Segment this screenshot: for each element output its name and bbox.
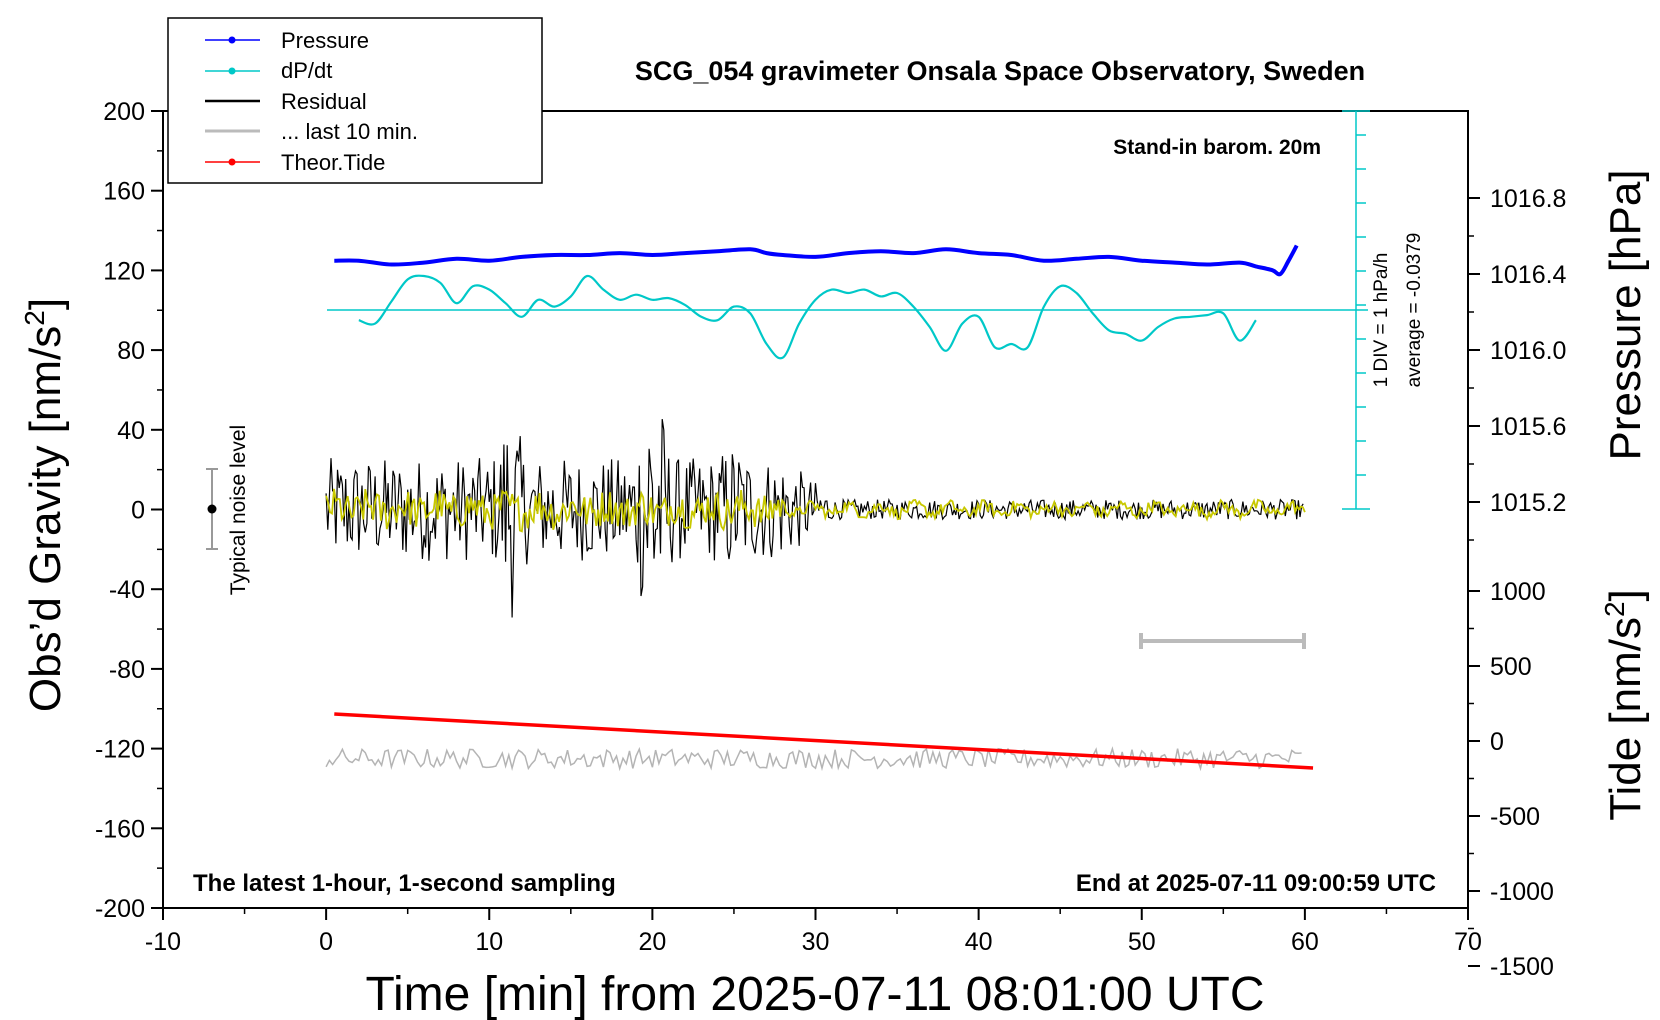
right-axis-ticks: 1016.8 1016.4 1016.0 1015.6 1015.2 1000 500 0 -5… bbox=[1468, 185, 1567, 981]
tide-axis-title: Tide [nm/s2] bbox=[1599, 589, 1650, 821]
tide-tick-label: -1500 bbox=[1490, 953, 1554, 981]
y-tick-label: 160 bbox=[103, 178, 145, 206]
tide-tick-label: -1000 bbox=[1490, 878, 1554, 906]
x-axis-ticks: -10 0 10 20 30 40 50 60 70 bbox=[145, 908, 1482, 956]
filtered-residual-line bbox=[325, 488, 1306, 533]
legend-residual: Residual bbox=[281, 89, 367, 114]
pressure-tick-label: 1016.0 bbox=[1490, 337, 1566, 365]
y-tick-label: 40 bbox=[117, 417, 145, 445]
x-tick-label: -10 bbox=[145, 928, 181, 956]
pressure-tick-label: 1016.8 bbox=[1490, 185, 1566, 213]
legend-last-10-min: ... last 10 min. bbox=[281, 119, 418, 144]
residual-line bbox=[325, 419, 1304, 618]
noise-level-label: Typical noise level bbox=[227, 425, 250, 595]
y-tick-label: -160 bbox=[95, 815, 145, 843]
tide-tick-label: 0 bbox=[1490, 728, 1504, 756]
legend-theor-tide: Theor.Tide bbox=[281, 150, 385, 175]
sampling-note: The latest 1-hour, 1-second sampling bbox=[193, 870, 616, 897]
x-tick-label: 20 bbox=[638, 928, 666, 956]
tide-tick-label: 1000 bbox=[1490, 578, 1546, 606]
barometer-note: Stand-in barom. 20m bbox=[1113, 136, 1321, 159]
x-tick-label: 50 bbox=[1128, 928, 1156, 956]
legend-pressure: Pressure bbox=[281, 28, 369, 53]
average-label: average = -0.0379 bbox=[1404, 233, 1425, 388]
pressure-axis-title: Pressure [hPa] bbox=[1601, 169, 1650, 460]
x-tick-label: 0 bbox=[319, 928, 333, 956]
y-tick-label: 80 bbox=[117, 337, 145, 365]
pressure-tick-label: 1015.2 bbox=[1490, 489, 1566, 517]
y-tick-label: 0 bbox=[131, 497, 145, 525]
x-tick-label: 10 bbox=[475, 928, 503, 956]
pressure-tick-label: 1015.6 bbox=[1490, 413, 1566, 441]
legend-dpdt: dP/dt bbox=[281, 58, 332, 83]
y-tick-label: -40 bbox=[109, 576, 145, 604]
tide-tick-label: 500 bbox=[1490, 653, 1532, 681]
dpdt-line bbox=[358, 274, 1257, 360]
x-tick-label: 70 bbox=[1454, 928, 1482, 956]
y-tick-label: 120 bbox=[103, 257, 145, 285]
left-axis-title: Obs’d Gravity [nm/s2] bbox=[19, 298, 70, 712]
chart-title: SCG_054 gravimeter Onsala Space Observat… bbox=[635, 56, 1365, 86]
series-layer bbox=[325, 244, 1314, 772]
end-time-note: End at 2025-07-11 09:00:59 UTC bbox=[1076, 870, 1436, 897]
y-tick-label: -80 bbox=[109, 656, 145, 684]
x-axis-title: Time [min] from 2025-07-11 08:01:00 UTC bbox=[365, 968, 1264, 1020]
tide-tick-label: -500 bbox=[1490, 803, 1540, 831]
noise-level-marker bbox=[206, 468, 218, 550]
x-tick-label: 30 bbox=[802, 928, 830, 956]
x-tick-label: 40 bbox=[965, 928, 993, 956]
legend: Pressure dP/dt Residual ... last 10 min.… bbox=[167, 17, 543, 184]
div-label: 1 DIV = 1 hPa/h bbox=[1371, 253, 1392, 388]
theor-tide-line bbox=[334, 712, 1314, 770]
pressure-tick-label: 1016.4 bbox=[1490, 261, 1567, 289]
pressure-line bbox=[334, 244, 1299, 277]
y-tick-label: 200 bbox=[103, 98, 145, 126]
y-tick-label: -120 bbox=[95, 736, 145, 764]
x-tick-label: 60 bbox=[1291, 928, 1319, 956]
y-tick-label: -200 bbox=[95, 895, 145, 923]
left-axis-ticks: 200 160 120 80 40 0 -40 -80 -120 -160 -200 bbox=[95, 98, 163, 923]
ten-minute-scale-bar bbox=[1139, 633, 1306, 649]
